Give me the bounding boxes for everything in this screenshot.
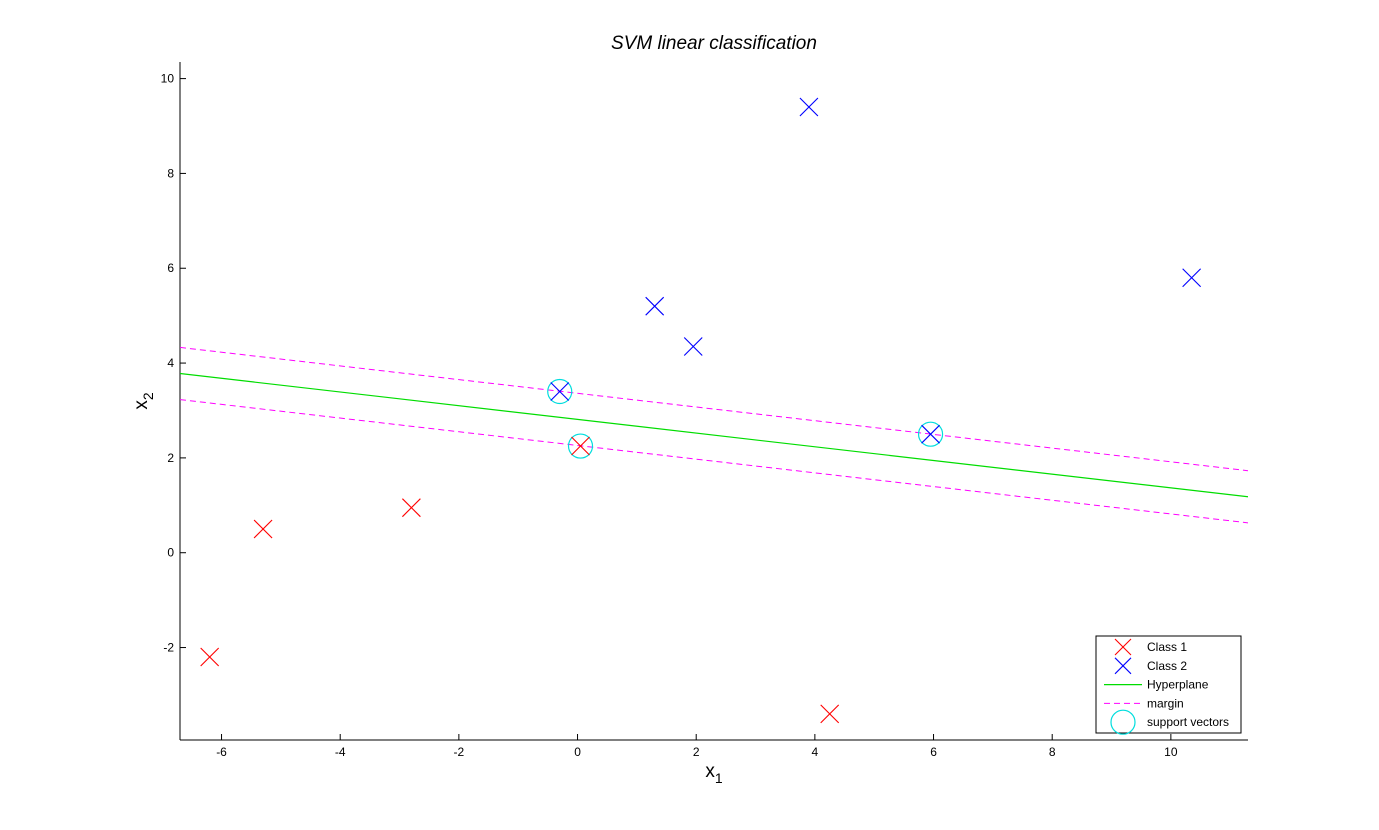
y-tick-label: 6 xyxy=(167,261,174,275)
support-vector-marker xyxy=(917,421,944,447)
x-axis-label: x1 xyxy=(705,761,723,786)
x-tick-label: 8 xyxy=(1049,745,1056,759)
support-vector-marker xyxy=(567,433,594,459)
class2-point xyxy=(921,424,940,444)
legend-label: Class 1 xyxy=(1147,640,1187,654)
legend-label: Class 2 xyxy=(1147,659,1187,673)
legend-label: Hyperplane xyxy=(1147,678,1209,692)
legend: Class 1 Class 2 Hyperplane margin support ve… xyxy=(1095,635,1242,735)
class1-point xyxy=(820,704,840,724)
y-tick-label: 2 xyxy=(167,451,174,465)
legend-marker xyxy=(1110,709,1136,735)
y-tick-label: 4 xyxy=(167,356,174,370)
legend-marker xyxy=(1114,657,1132,675)
x-tick-label: -6 xyxy=(216,745,227,759)
legend-item: Class 1 xyxy=(1114,638,1187,656)
plot-lines xyxy=(180,346,1248,524)
margin-line xyxy=(180,346,1248,472)
x-tick-label: -4 xyxy=(335,745,346,759)
legend-marker xyxy=(1114,638,1132,656)
class1-point xyxy=(571,436,590,456)
x-tick-label: 10 xyxy=(1164,745,1178,759)
margin-line xyxy=(180,399,1248,524)
legend-item: support vectors xyxy=(1110,709,1229,735)
x-tick-label: 4 xyxy=(812,745,819,759)
legend-item: Class 2 xyxy=(1114,657,1187,675)
support-vector-marker xyxy=(547,378,573,405)
class2-point xyxy=(645,296,665,316)
class2-point xyxy=(550,382,570,401)
legend-label: margin xyxy=(1147,696,1184,710)
class1-point xyxy=(253,519,273,539)
y-tick-label: -2 xyxy=(163,641,174,655)
legend-item: Hyperplane xyxy=(1104,678,1209,692)
x-tick-label: 2 xyxy=(693,745,700,759)
class2-point xyxy=(799,97,819,117)
x-tick-label: 6 xyxy=(930,745,937,759)
plot-area: -6 -4 -2 0 2 4 6 8 10 -2 0 2 4 6 8 10 xyxy=(161,62,1248,759)
svg-text:x2: x2 xyxy=(131,392,156,410)
y-tick-label: 10 xyxy=(161,72,175,86)
y-tick-label: 8 xyxy=(167,166,174,180)
x-tick-label: 0 xyxy=(574,745,581,759)
chart-title: SVM linear classification xyxy=(611,33,817,54)
legend-label: support vectors xyxy=(1147,715,1229,729)
y-axis-label: x2 xyxy=(131,392,156,410)
class1-point xyxy=(200,647,220,667)
class2-point xyxy=(1182,268,1202,288)
x-tick-label: -2 xyxy=(454,745,465,759)
hyperplane-line xyxy=(180,372,1248,498)
y-tick-label: 0 xyxy=(167,546,174,560)
class1-point xyxy=(402,498,421,518)
svg-text:x1: x1 xyxy=(705,761,723,786)
class2-point xyxy=(683,337,703,356)
legend-item: margin xyxy=(1104,696,1184,710)
